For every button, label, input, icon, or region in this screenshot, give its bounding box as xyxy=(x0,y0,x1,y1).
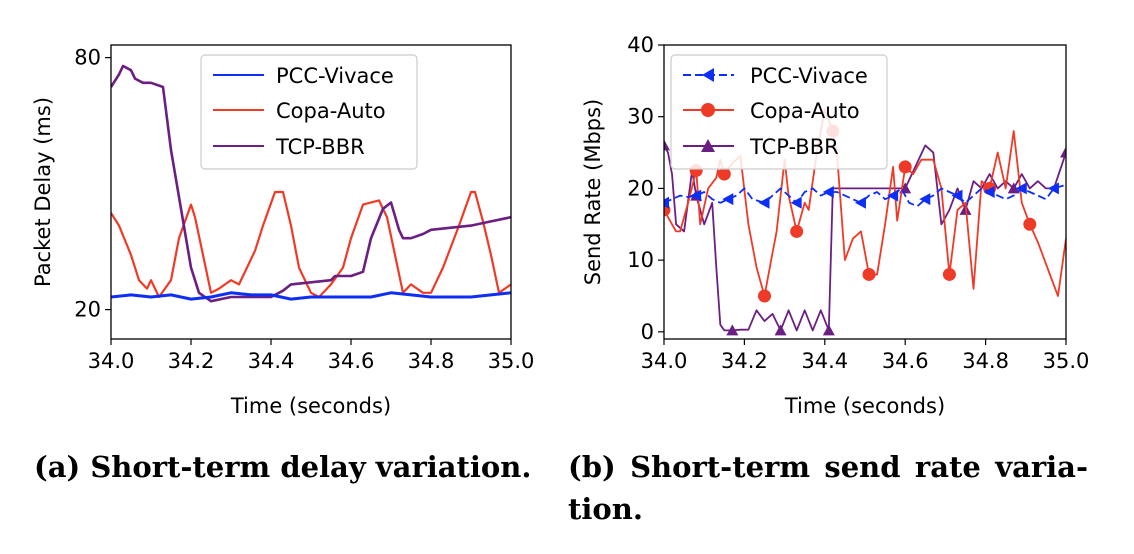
sendrate-marker-tcp-bbr xyxy=(664,139,670,151)
delay-series-line-pcc-vivace xyxy=(111,291,511,301)
sendrate-chart-frame xyxy=(663,44,1067,340)
caption-b: (b) Short-term send rate varia- tion. xyxy=(568,446,1088,530)
delay-ytick-label: 80 xyxy=(74,46,101,70)
sendrate-marker-pcc-vivace xyxy=(1047,182,1059,195)
sendrate-marker-copa-auto xyxy=(790,224,804,238)
delay-xtick-label: 34.8 xyxy=(408,349,455,373)
sendrate-marker-tcp-bbr xyxy=(822,324,835,336)
sendrate-ytick-label: 0 xyxy=(641,320,654,344)
sendrate-xtick-label: 34.6 xyxy=(882,349,929,373)
delay-chart-legend: PCC-Vivace Copa-Auto TCP-BBR xyxy=(200,54,418,170)
sendrate-marker-copa-auto xyxy=(898,160,912,174)
legend-marker-triangle-up-icon xyxy=(701,139,715,152)
sendrate-marker-pcc-vivace xyxy=(854,196,866,209)
delay-xtick-label: 35.0 xyxy=(488,349,535,373)
delay-series-line-copa-auto xyxy=(111,190,511,299)
sendrate-marker-tcp-bbr xyxy=(726,324,739,336)
sendrate-marker-copa-auto xyxy=(862,267,876,281)
sendrate-marker-copa-auto xyxy=(758,289,771,303)
sendrate-marker-pcc-vivace xyxy=(887,189,899,202)
sendrate-xtick-label: 35.0 xyxy=(1043,349,1090,373)
sendrate-marker-pcc-vivace xyxy=(664,196,669,209)
sendrate-marker-pcc-vivace xyxy=(983,186,995,198)
caption-b-line1: (b) Short-term send rate varia- xyxy=(568,450,1088,484)
figure-canvas: 34.0 34.2 34.4 34.6 34.8 35.0 20 80 Time (secon… xyxy=(31,33,1089,418)
delay-chart-panel: 34.0 34.2 34.4 34.6 34.8 35.0 20 80 Time (secon… xyxy=(31,44,534,418)
sendrate-chart-xlabel: Time (seconds) xyxy=(784,394,945,418)
sendrate-xtick-label: 34.4 xyxy=(801,349,848,373)
delay-xtick-label: 34.2 xyxy=(168,349,215,373)
legend-label-tcp-bbr: TCP-BBR xyxy=(275,135,365,159)
delay-xtick-label: 34.4 xyxy=(248,349,295,373)
caption-b-line2: tion. xyxy=(568,492,643,526)
sendrate-marker-pcc-vivace xyxy=(822,186,834,198)
sendrate-ytick-label: 30 xyxy=(627,105,654,129)
sendrate-marker-pcc-vivace xyxy=(690,189,702,202)
legend-marker-circle-icon xyxy=(701,103,715,117)
sendrate-marker-copa-auto xyxy=(1023,217,1037,231)
delay-chart-ylabel: Packet Delay (ms) xyxy=(31,97,55,287)
legend-label-pcc-vivace: PCC-Vivace xyxy=(750,64,868,88)
sendrate-marker-tcp-bbr xyxy=(1060,146,1066,158)
sendrate-chart-ylabel: Send Rate (Mbps) xyxy=(581,99,605,286)
delay-chart-plot-area xyxy=(111,64,511,303)
sendrate-marker-pcc-vivace xyxy=(951,189,963,202)
sendrate-ytick-label: 10 xyxy=(627,248,654,272)
sendrate-chart-ticks: 34.0 34.2 34.4 34.6 34.8 35.0 0 10 20 30 40 xyxy=(627,33,1089,373)
legend-label-pcc-vivace: PCC-Vivace xyxy=(276,64,394,88)
sendrate-chart-panel: 34.0 34.2 34.4 34.6 34.8 35.0 0 10 20 30 40 Time (… xyxy=(581,33,1089,418)
delay-chart-frame xyxy=(110,44,512,340)
sendrate-marker-copa-auto xyxy=(717,167,731,181)
legend-label-tcp-bbr: TCP-BBR xyxy=(749,135,839,159)
delay-series-line-tcp-bbr xyxy=(111,64,511,303)
sendrate-marker-tcp-bbr xyxy=(774,324,787,336)
legend-label-copa-auto: Copa-Auto xyxy=(276,99,386,123)
sendrate-xtick-label: 34.0 xyxy=(641,349,688,373)
sendrate-marker-copa-auto xyxy=(942,267,956,281)
sendrate-marker-pcc-vivace xyxy=(758,196,770,209)
legend-label-copa-auto: Copa-Auto xyxy=(750,99,860,123)
sendrate-xtick-label: 34.8 xyxy=(962,349,1009,373)
delay-chart-xlabel: Time (seconds) xyxy=(230,394,391,418)
sendrate-marker-pcc-vivace xyxy=(722,193,734,206)
delay-xtick-label: 34.6 xyxy=(328,349,375,373)
sendrate-ytick-label: 20 xyxy=(627,176,654,200)
legend-marker-triangle-left-icon xyxy=(702,68,714,82)
delay-xtick-label: 34.0 xyxy=(88,349,135,373)
sendrate-marker-pcc-vivace xyxy=(790,196,802,209)
sendrate-ytick-label: 40 xyxy=(627,33,654,57)
sendrate-chart-legend: PCC-Vivace Copa-Auto TCP-BBR xyxy=(670,54,888,170)
sendrate-marker-pcc-vivace xyxy=(1015,182,1027,195)
delay-chart-ticks: 34.0 34.2 34.4 34.6 34.8 35.0 20 80 xyxy=(74,46,534,373)
sendrate-xtick-label: 34.2 xyxy=(721,349,768,373)
caption-a: (a) Short-term delay variation. xyxy=(34,450,532,484)
sendrate-marker-pcc-vivace xyxy=(919,193,931,206)
delay-ytick-label: 20 xyxy=(74,298,101,322)
sendrate-marker-tcp-bbr xyxy=(1007,182,1020,194)
